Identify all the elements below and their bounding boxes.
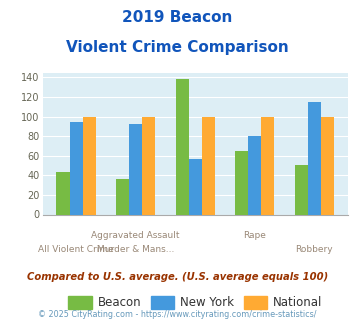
Bar bbox=[56, 172, 70, 215]
Text: Robbery: Robbery bbox=[296, 245, 333, 254]
Bar bbox=[235, 151, 248, 214]
Bar bbox=[142, 116, 155, 214]
Text: Aggravated Assault: Aggravated Assault bbox=[92, 231, 180, 240]
Text: Murder & Mans...: Murder & Mans... bbox=[97, 245, 174, 254]
Bar bbox=[295, 165, 308, 214]
Text: Compared to U.S. average. (U.S. average equals 100): Compared to U.S. average. (U.S. average … bbox=[27, 272, 328, 282]
Legend: Beacon, New York, National: Beacon, New York, National bbox=[63, 291, 327, 314]
Bar bbox=[308, 102, 321, 214]
Bar bbox=[176, 80, 189, 214]
Text: Violent Crime Comparison: Violent Crime Comparison bbox=[66, 40, 289, 54]
Bar bbox=[321, 116, 334, 214]
Text: Rape: Rape bbox=[244, 231, 266, 240]
Bar bbox=[83, 116, 96, 214]
Bar bbox=[248, 136, 261, 214]
Bar bbox=[116, 179, 129, 215]
Bar bbox=[261, 116, 274, 214]
Text: All Violent Crime: All Violent Crime bbox=[38, 245, 114, 254]
Text: © 2025 CityRating.com - https://www.cityrating.com/crime-statistics/: © 2025 CityRating.com - https://www.city… bbox=[38, 310, 317, 319]
Bar bbox=[202, 116, 215, 214]
Text: 2019 Beacon: 2019 Beacon bbox=[122, 10, 233, 25]
Bar bbox=[129, 124, 142, 214]
Bar bbox=[70, 121, 83, 214]
Bar bbox=[189, 159, 202, 214]
